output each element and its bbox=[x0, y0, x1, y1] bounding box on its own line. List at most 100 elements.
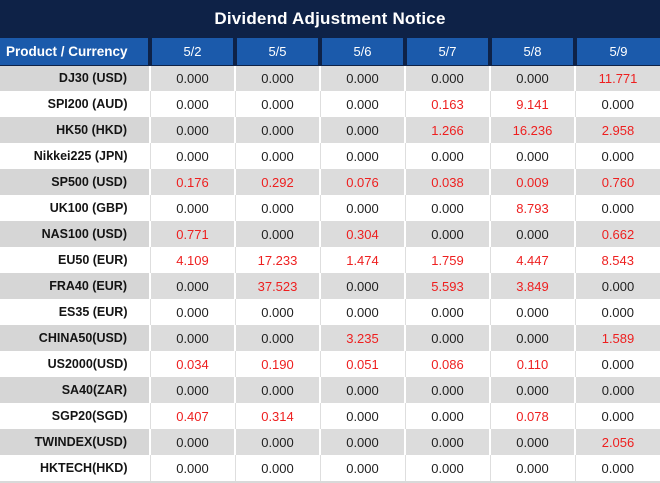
table-row: EU50 (EUR) 4.109 17.233 1.474 1.759 4.447 8.54… bbox=[0, 247, 660, 273]
dividend-value-cell: 0.000 bbox=[235, 299, 321, 325]
dividend-value-cell: 0.000 bbox=[405, 299, 491, 325]
dividend-value-cell: 0.760 bbox=[575, 169, 660, 195]
dividend-value-cell: 0.000 bbox=[320, 91, 406, 117]
product-label: TWINDEX(USD) bbox=[0, 429, 151, 455]
dividend-value-cell: 17.233 bbox=[235, 247, 321, 273]
dividend-value-cell: 0.000 bbox=[405, 195, 491, 221]
product-label: SP500 (USD) bbox=[0, 169, 151, 195]
dividend-value-cell: 0.000 bbox=[320, 117, 406, 143]
dividend-value-cell: 0.000 bbox=[320, 299, 406, 325]
dividend-value-cell: 0.009 bbox=[490, 169, 576, 195]
dividend-value-cell: 0.000 bbox=[575, 91, 660, 117]
dividend-value-cell: 0.000 bbox=[490, 429, 576, 455]
dividend-value-cell: 0.000 bbox=[490, 143, 576, 169]
date-column-header: 5/5 bbox=[233, 38, 320, 66]
dividend-value-cell: 0.190 bbox=[235, 351, 321, 377]
dividend-value-cell: 0.000 bbox=[235, 143, 321, 169]
dividend-value-cell: 0.292 bbox=[235, 169, 321, 195]
dividend-value-cell: 0.000 bbox=[490, 377, 576, 403]
dividend-value-cell: 0.000 bbox=[150, 117, 236, 143]
dividend-value-cell: 0.000 bbox=[405, 143, 491, 169]
product-label: SGP20(SGD) bbox=[0, 403, 151, 429]
dividend-value-cell: 0.000 bbox=[575, 195, 660, 221]
dividend-value-cell: 4.447 bbox=[490, 247, 576, 273]
dividend-value-cell: 3.235 bbox=[320, 325, 406, 351]
table-row: FRA40 (EUR) 0.000 37.523 0.000 5.593 3.849 0.0… bbox=[0, 273, 660, 299]
dividend-value-cell: 0.000 bbox=[405, 455, 491, 481]
dividend-value-cell: 3.849 bbox=[490, 273, 576, 299]
table-row: SGP20(SGD) 0.407 0.314 0.000 0.000 0.078 0.000 bbox=[0, 403, 660, 429]
dividend-value-cell: 0.000 bbox=[150, 325, 236, 351]
product-label: SPI200 (AUD) bbox=[0, 91, 151, 117]
product-label: Nikkei225 (JPN) bbox=[0, 143, 151, 169]
dividend-value-cell: 0.038 bbox=[405, 169, 491, 195]
dividend-value-cell: 0.000 bbox=[405, 221, 491, 247]
table-row: CHINA50(USD) 0.000 0.000 3.235 0.000 0.000 1.5… bbox=[0, 325, 660, 351]
dividend-value-cell: 0.000 bbox=[150, 429, 236, 455]
product-currency-header: Product / Currency bbox=[0, 38, 150, 66]
dividend-value-cell: 0.000 bbox=[575, 273, 660, 299]
dividend-value-cell: 5.593 bbox=[405, 273, 491, 299]
page-title: Dividend Adjustment Notice bbox=[0, 0, 660, 38]
dividend-value-cell: 37.523 bbox=[235, 273, 321, 299]
date-column-header: 5/8 bbox=[488, 38, 575, 66]
table-row: SPI200 (AUD) 0.000 0.000 0.000 0.163 9.141 0.0… bbox=[0, 91, 660, 117]
table-body: DJ30 (USD) 0.000 0.000 0.000 0.000 0.000 11.77… bbox=[0, 65, 660, 481]
product-label: ES35 (EUR) bbox=[0, 299, 151, 325]
dividend-value-cell: 0.000 bbox=[235, 91, 321, 117]
dividend-value-cell: 0.000 bbox=[150, 65, 236, 91]
dividend-value-cell: 0.000 bbox=[575, 299, 660, 325]
dividend-value-cell: 0.000 bbox=[235, 117, 321, 143]
product-label: HK50 (HKD) bbox=[0, 117, 151, 143]
product-label: NAS100 (USD) bbox=[0, 221, 151, 247]
dividend-value-cell: 0.000 bbox=[235, 325, 321, 351]
dividend-value-cell: 0.000 bbox=[150, 299, 236, 325]
dividend-value-cell: 0.000 bbox=[150, 143, 236, 169]
dividend-value-cell: 0.000 bbox=[575, 403, 660, 429]
table-row: NAS100 (USD) 0.771 0.000 0.304 0.000 0.000 0.6… bbox=[0, 221, 660, 247]
dividend-value-cell: 2.056 bbox=[575, 429, 660, 455]
dividend-value-cell: 0.000 bbox=[150, 273, 236, 299]
dividend-value-cell: 0.000 bbox=[490, 299, 576, 325]
dividend-value-cell: 0.000 bbox=[150, 91, 236, 117]
dividend-value-cell: 1.266 bbox=[405, 117, 491, 143]
table-row: TWINDEX(USD) 0.000 0.000 0.000 0.000 0.000 2.0… bbox=[0, 429, 660, 455]
dividend-value-cell: 0.304 bbox=[320, 221, 406, 247]
dividend-value-cell: 0.000 bbox=[575, 377, 660, 403]
bottom-divider bbox=[0, 481, 660, 483]
dividend-value-cell: 0.076 bbox=[320, 169, 406, 195]
dividend-value-cell: 0.000 bbox=[320, 143, 406, 169]
dividend-value-cell: 0.000 bbox=[405, 403, 491, 429]
dividend-value-cell: 0.000 bbox=[490, 65, 576, 91]
product-label: CHINA50(USD) bbox=[0, 325, 151, 351]
dividend-value-cell: 0.000 bbox=[405, 377, 491, 403]
dividend-value-cell: 2.958 bbox=[575, 117, 660, 143]
dividend-value-cell: 0.000 bbox=[575, 351, 660, 377]
product-label: EU50 (EUR) bbox=[0, 247, 151, 273]
table-row: SP500 (USD) 0.176 0.292 0.076 0.038 0.009 0.76… bbox=[0, 169, 660, 195]
dividend-value-cell: 0.000 bbox=[490, 221, 576, 247]
table-header: Product / Currency 5/2 5/5 5/6 5/7 5/8 5/9 bbox=[0, 38, 660, 66]
dividend-value-cell: 0.034 bbox=[150, 351, 236, 377]
table-row: Nikkei225 (JPN) 0.000 0.000 0.000 0.000 0.000… bbox=[0, 143, 660, 169]
dividend-value-cell: 0.000 bbox=[320, 455, 406, 481]
dividend-value-cell: 8.543 bbox=[575, 247, 660, 273]
table-row: HK50 (HKD) 0.000 0.000 0.000 1.266 16.236 2.95… bbox=[0, 117, 660, 143]
dividend-table: Product / Currency 5/2 5/5 5/6 5/7 5/8 5/9 DJ… bbox=[0, 38, 660, 481]
table-row: DJ30 (USD) 0.000 0.000 0.000 0.000 0.000 11.77… bbox=[0, 65, 660, 91]
table-row: US2000(USD) 0.034 0.190 0.051 0.086 0.110 0.00… bbox=[0, 351, 660, 377]
dividend-value-cell: 0.000 bbox=[405, 65, 491, 91]
dividend-value-cell: 0.086 bbox=[405, 351, 491, 377]
dividend-value-cell: 0.000 bbox=[490, 455, 576, 481]
dividend-value-cell: 0.000 bbox=[575, 455, 660, 481]
dividend-value-cell: 0.110 bbox=[490, 351, 576, 377]
date-column-header: 5/6 bbox=[318, 38, 405, 66]
dividend-value-cell: 0.163 bbox=[405, 91, 491, 117]
dividend-value-cell: 0.000 bbox=[405, 325, 491, 351]
dividend-value-cell: 0.000 bbox=[320, 195, 406, 221]
product-label: HKTECH(HKD) bbox=[0, 455, 151, 481]
dividend-value-cell: 0.000 bbox=[320, 65, 406, 91]
product-label: DJ30 (USD) bbox=[0, 65, 151, 91]
dividend-value-cell: 0.051 bbox=[320, 351, 406, 377]
dividend-value-cell: 0.000 bbox=[320, 273, 406, 299]
